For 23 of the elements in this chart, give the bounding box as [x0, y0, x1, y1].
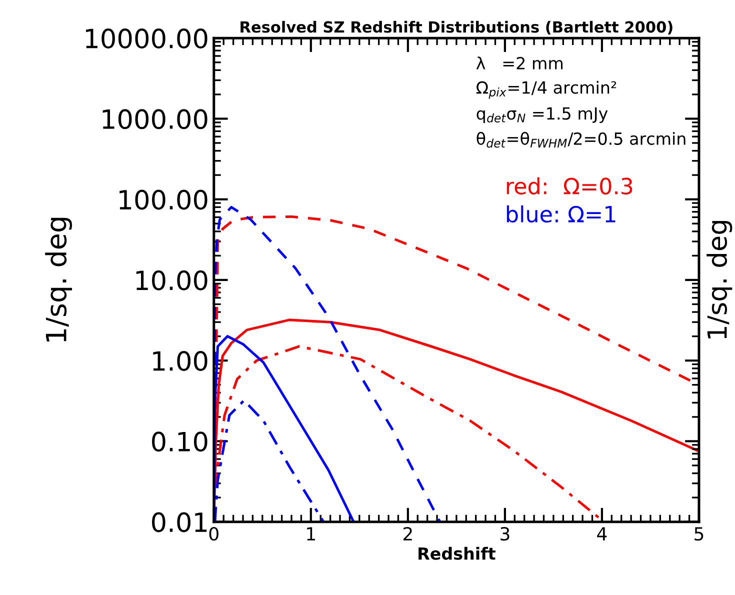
- y-tick-label: 0.01: [152, 512, 207, 532]
- x-tick-label: 2: [404, 526, 412, 540]
- annotation: θ$_{det}$=θ$_{FWHM}$/2=0.5 arcmin: [476, 132, 686, 148]
- y2-axis-title: 1/sq. deg: [706, 221, 732, 338]
- chart-title: Resolved SZ Redshift Distributions (Bartlett 2000): [240, 20, 672, 35]
- annotation: q$_{det}$σ$_{N}$ =1.5 mJy: [476, 107, 608, 124]
- annotation: blue: Ω=1: [506, 205, 616, 223]
- x-tick-label: 3: [500, 526, 510, 541]
- y-tick-label: 10.00: [136, 270, 208, 290]
- annotation: Ω$_{pix}$=1/4 arcmin²: [476, 80, 616, 99]
- x-tick-label: 4: [597, 527, 607, 540]
- x-tick-label: 1: [307, 527, 315, 540]
- y-tick-label: 1000.00: [102, 109, 208, 130]
- x-axis-title: Redshift: [418, 546, 496, 560]
- y-tick-label: 100.00: [120, 190, 208, 210]
- x-tick-label: 5: [694, 527, 704, 541]
- y-axis-title: 1/sq. deg: [45, 218, 72, 342]
- annotation: λ =2 mm: [476, 56, 563, 70]
- annotation: red: Ω=0.3: [506, 177, 632, 194]
- y-tick-label: 0.10: [152, 432, 208, 452]
- x-tick-label: 0: [209, 526, 218, 541]
- y-tick-label: 1.00: [153, 351, 208, 371]
- y-tick-label: 10000.00: [86, 28, 208, 48]
